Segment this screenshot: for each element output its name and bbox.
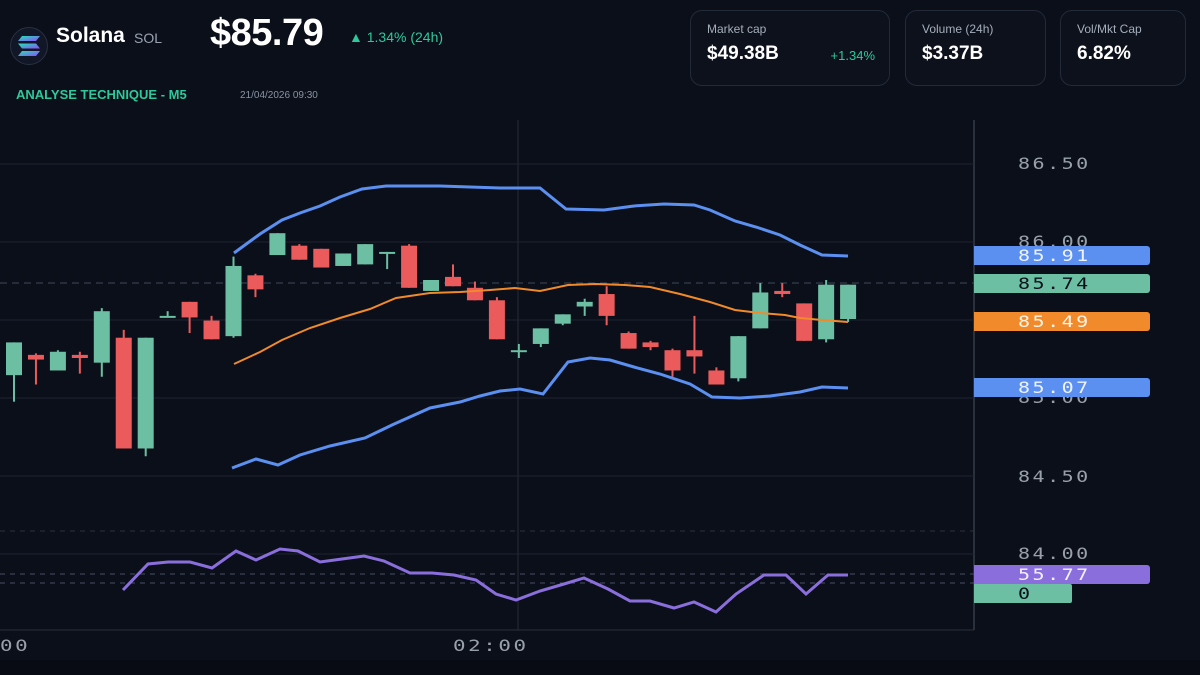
candle	[49, 351, 66, 371]
candle	[291, 245, 308, 260]
candle	[93, 311, 110, 363]
moving-average-tag: 85.49	[974, 312, 1150, 331]
candle	[620, 333, 637, 349]
candle	[730, 336, 747, 379]
bollinger-upper-tag: 85.91	[974, 246, 1150, 265]
vol-mkt-cap-label: Vol/Mkt Cap	[1077, 22, 1142, 36]
vol-mkt-cap-card: Vol/Mkt Cap 6.82%	[1060, 10, 1186, 86]
candle	[269, 233, 286, 256]
candle	[181, 301, 198, 318]
market-cap-label: Market cap	[707, 22, 767, 36]
candle	[445, 276, 461, 287]
candle	[335, 253, 352, 266]
candle	[488, 300, 505, 340]
candle	[774, 290, 791, 295]
volume-value: $3.37B	[922, 43, 984, 64]
current-price: $85.79	[210, 12, 324, 54]
candle	[225, 265, 242, 337]
header: Solana SOL $85.79 ▲ 1.34% (24h) ANALYSE …	[0, 0, 1200, 110]
bollinger-upper-line	[233, 184, 849, 258]
rsi-zero-tag: 0	[974, 584, 1072, 603]
candle	[379, 251, 396, 254]
coin-name: Solana	[56, 24, 125, 47]
candle	[598, 294, 615, 316]
candle	[796, 303, 813, 341]
candle	[532, 328, 549, 344]
last-price-tag: 85.74	[974, 274, 1150, 293]
bollinger-lower-tag: 85.07	[974, 378, 1150, 397]
footer-bar	[0, 660, 1200, 675]
candle	[510, 350, 527, 353]
market-cap-card: Market cap $49.38B +1.34%	[690, 10, 890, 86]
candle	[840, 284, 857, 319]
candle	[115, 337, 132, 449]
candle	[357, 244, 374, 265]
price-change-24h: ▲ 1.34% (24h)	[349, 29, 444, 45]
moving-average-line	[233, 282, 849, 365]
timestamp: 21/04/2026 09:30	[240, 90, 318, 101]
candle	[27, 354, 44, 360]
candle	[576, 301, 593, 307]
candle	[686, 350, 703, 357]
vol-mkt-cap-value: 6.82%	[1077, 43, 1131, 64]
candle	[313, 248, 330, 268]
candle	[401, 245, 418, 288]
solana-logo-icon	[10, 27, 48, 65]
candle	[664, 350, 681, 371]
rsi-line	[121, 547, 848, 614]
market-cap-change: +1.34%	[830, 48, 875, 63]
x-tick-00: 00	[0, 636, 31, 655]
bollinger-lower-line	[231, 356, 849, 470]
candle	[818, 284, 835, 340]
coin-symbol: SOL	[134, 30, 163, 46]
y-tick-84-50: 84.50	[1018, 467, 1091, 486]
candle	[71, 354, 88, 358]
candle	[6, 342, 22, 376]
volume-label: Volume (24h)	[922, 22, 994, 36]
x-tick-02-00: 02:00	[453, 636, 529, 655]
y-tick-84-00: 84.00	[1018, 544, 1091, 563]
candle	[642, 342, 659, 348]
rsi-value-tag: 55.77	[974, 565, 1150, 584]
candle	[159, 315, 176, 318]
candle	[708, 370, 725, 385]
analysis-title: ANALYSE TECHNIQUE - M5	[16, 87, 187, 102]
candle	[423, 280, 440, 291]
candle	[554, 314, 571, 324]
candles-group	[6, 233, 857, 457]
candle	[752, 292, 769, 329]
candle	[137, 337, 154, 449]
market-cap-value: $49.38B	[707, 43, 779, 64]
candle	[247, 275, 264, 290]
y-tick-86-50: 86.50	[1018, 154, 1091, 173]
candle	[203, 320, 220, 340]
volume-card: Volume (24h) $3.37B	[905, 10, 1046, 86]
